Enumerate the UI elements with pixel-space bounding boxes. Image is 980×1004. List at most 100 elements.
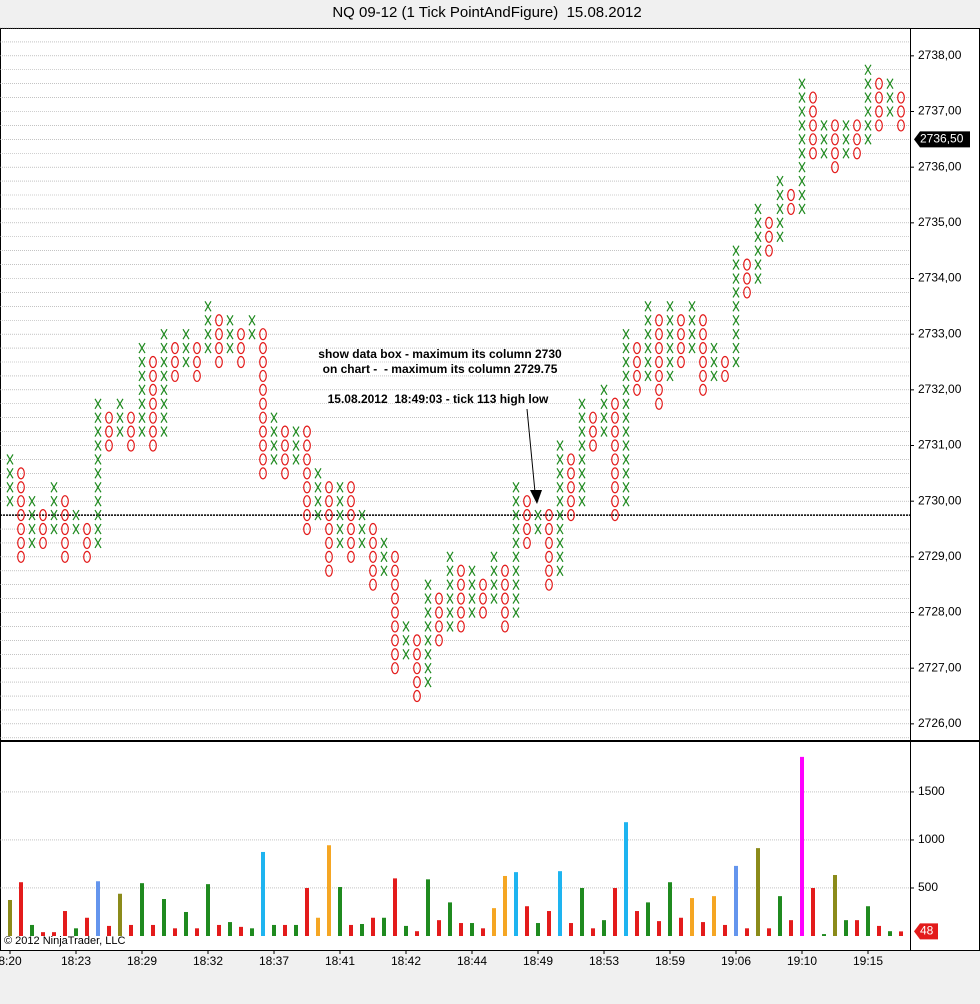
x-box xyxy=(622,495,630,507)
o-box xyxy=(655,369,663,383)
x-box xyxy=(336,537,344,549)
x-box xyxy=(314,495,322,507)
x-box xyxy=(820,134,828,145)
volume-bar xyxy=(140,883,144,936)
x-box xyxy=(160,356,168,368)
volume-bar xyxy=(899,931,903,936)
x-box xyxy=(512,593,520,604)
x-box xyxy=(776,231,784,243)
pnf-column xyxy=(622,328,630,507)
volume-bar xyxy=(657,921,661,936)
volume-bar xyxy=(503,875,507,936)
x-box xyxy=(28,509,36,521)
pnf-column xyxy=(347,481,355,563)
o-box xyxy=(567,495,575,508)
x-box xyxy=(446,551,454,563)
pnf-column xyxy=(765,216,773,257)
x-box xyxy=(138,412,146,423)
x-box xyxy=(864,78,872,89)
volume-bar xyxy=(734,865,738,936)
o-box xyxy=(281,467,289,480)
x-box xyxy=(556,509,564,521)
o-box xyxy=(413,634,421,647)
x-box xyxy=(116,426,124,437)
pnf-column xyxy=(831,119,839,174)
y-tick-label: 2734,00 xyxy=(918,271,962,285)
pnf-column xyxy=(402,621,410,660)
pnf-column xyxy=(127,411,135,452)
pnf-column xyxy=(578,398,586,507)
pnf-column xyxy=(611,397,619,522)
pnf-column xyxy=(435,592,443,647)
x-box xyxy=(204,342,212,354)
volume-bar xyxy=(767,928,771,936)
x-box xyxy=(556,481,564,493)
x-box xyxy=(798,106,806,117)
annotation: 15.08.2012 18:49:03 - tick 113 high low xyxy=(328,392,549,406)
o-box xyxy=(369,550,377,563)
x-box xyxy=(358,509,366,521)
o-box xyxy=(369,522,377,536)
x-box xyxy=(6,454,14,465)
o-box xyxy=(699,328,707,341)
pnf-column xyxy=(292,426,300,465)
pnf-column xyxy=(490,551,498,604)
o-box xyxy=(523,522,531,536)
x-box xyxy=(886,78,894,89)
volume-bar xyxy=(162,899,166,936)
pnf-column xyxy=(512,481,520,618)
pnf-column xyxy=(897,91,905,132)
volume-bar xyxy=(129,924,133,936)
volume-bar xyxy=(492,908,496,936)
x-box xyxy=(94,398,102,410)
o-box xyxy=(61,550,69,563)
o-box xyxy=(413,676,421,689)
x-box xyxy=(688,328,696,340)
x-box xyxy=(512,565,520,577)
volume-bar xyxy=(415,931,419,936)
o-box xyxy=(17,495,25,508)
pnf-column xyxy=(655,314,663,410)
x-box xyxy=(314,481,322,493)
x-box xyxy=(622,384,630,396)
x-box xyxy=(556,537,564,549)
o-box xyxy=(369,564,377,577)
y-tick-label: 2738,00 xyxy=(918,48,962,62)
o-box xyxy=(193,341,201,355)
o-box xyxy=(391,662,399,675)
o-box xyxy=(633,369,641,383)
o-box xyxy=(479,592,487,605)
pnf-column xyxy=(600,384,608,437)
o-box xyxy=(655,314,663,327)
o-box xyxy=(39,536,47,550)
x-box xyxy=(732,245,740,256)
x-box xyxy=(468,565,476,577)
x-box xyxy=(490,579,498,590)
x-box xyxy=(600,398,608,410)
x-box xyxy=(402,621,410,632)
pnf-column xyxy=(61,495,69,563)
x-box xyxy=(688,301,696,312)
x-box xyxy=(732,356,740,368)
volume-bar xyxy=(822,934,826,936)
x-box xyxy=(28,523,36,535)
pnf-column xyxy=(193,341,201,383)
x-box xyxy=(666,370,674,382)
x-box xyxy=(622,468,630,479)
chart-title: NQ 09-12 (1 Tick PointAndFigure) 15.08.2… xyxy=(332,4,641,21)
x-box xyxy=(666,342,674,354)
o-box xyxy=(347,550,355,563)
x-box xyxy=(512,607,520,618)
x-box xyxy=(534,523,542,535)
volume-bar xyxy=(360,923,364,936)
o-box xyxy=(303,481,311,494)
x-box xyxy=(798,120,806,131)
x-box xyxy=(336,495,344,507)
pnf-column xyxy=(171,341,179,383)
o-box xyxy=(545,522,553,536)
x-box xyxy=(94,454,102,465)
pnf-column xyxy=(501,564,509,633)
price-panel xyxy=(0,28,980,741)
x-box xyxy=(50,523,58,535)
